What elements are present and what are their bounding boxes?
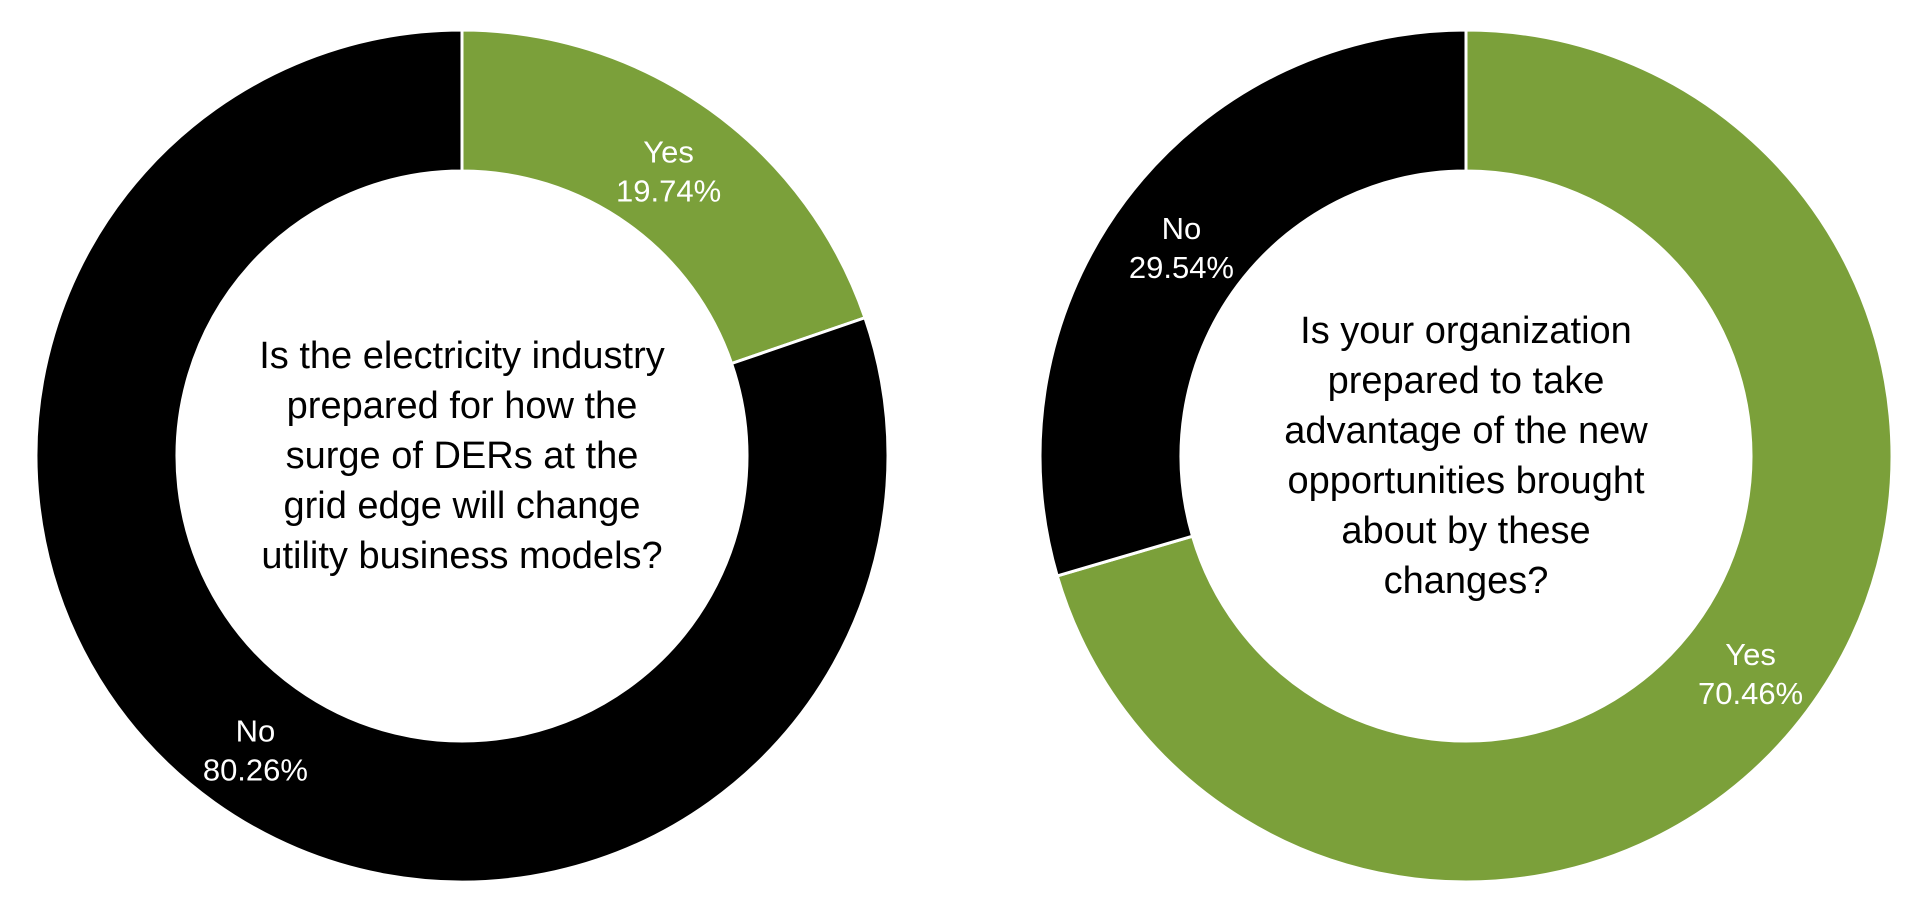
chart-question-industry-prepared: Is the electricity industry prepared for… bbox=[259, 335, 665, 577]
donut-label-yes: Yes 70.46% bbox=[1698, 637, 1803, 711]
slice-category-label: No bbox=[236, 713, 276, 748]
donut-chart-industry-prepared: Yes 19.74% No 80.26% Is the electricity ind… bbox=[34, 28, 890, 884]
donut-label-yes: Yes 19.74% bbox=[616, 135, 721, 209]
slice-value-label: 19.74% bbox=[616, 174, 721, 209]
donut-label-no: No 80.26% bbox=[203, 713, 308, 787]
slice-category-label: No bbox=[1162, 211, 1202, 246]
donut-chart-organization-prepared: Yes 70.46% No 29.54% Is your organization p… bbox=[1038, 28, 1894, 884]
donut-slice-no bbox=[34, 28, 890, 884]
donut-slice-yes bbox=[460, 28, 867, 366]
slice-category-label: Yes bbox=[1725, 637, 1776, 672]
donut-label-no: No 29.54% bbox=[1129, 211, 1234, 285]
slice-category-label: Yes bbox=[643, 135, 694, 170]
donut-slice-no bbox=[1038, 28, 1468, 578]
chart-question-organization-prepared: Is your organization prepared to take ad… bbox=[1284, 310, 1648, 602]
slice-value-label: 29.54% bbox=[1129, 250, 1234, 285]
donut-svg-organization-prepared: Yes 70.46% No 29.54% bbox=[1038, 28, 1894, 884]
donut-slice-yes bbox=[1055, 28, 1894, 884]
donut-svg-industry-prepared: Yes 19.74% No 80.26% bbox=[34, 28, 890, 884]
slice-value-label: 70.46% bbox=[1698, 676, 1803, 711]
slice-value-label: 80.26% bbox=[203, 752, 308, 787]
